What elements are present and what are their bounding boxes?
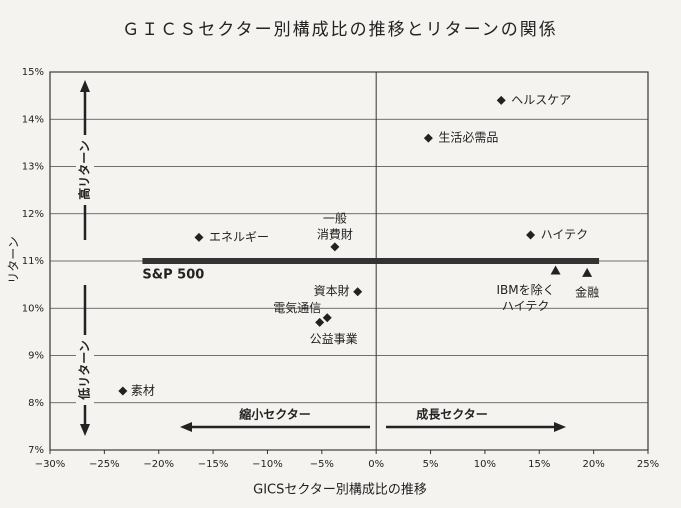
point-label: ハイテク <box>541 228 589 242</box>
point-label: 公益事業 <box>310 332 358 346</box>
y-tick-label: 7% <box>28 445 44 456</box>
chart-title: ＧＩＣＳセクター別構成比の推移とリターンの関係 <box>122 20 557 40</box>
point-label: 生活必需品 <box>438 131 498 145</box>
annotation-box <box>76 335 94 405</box>
point <box>315 317 325 327</box>
point-label: 消費財 <box>317 226 353 241</box>
point <box>353 287 363 297</box>
y-tick-label: 9% <box>28 351 44 362</box>
point <box>118 386 128 396</box>
x-tick-label: −5% <box>310 459 334 470</box>
y-tick-label: 11% <box>22 256 44 267</box>
point <box>330 242 340 252</box>
y-tick-label: 10% <box>22 303 44 314</box>
point <box>322 313 332 323</box>
y-tick-label: 8% <box>28 398 44 409</box>
y-tick-label: 13% <box>22 162 44 173</box>
point <box>550 265 561 275</box>
point-label: 資本財 <box>314 283 350 298</box>
point-label: ヘルスケア <box>511 93 571 107</box>
x-tick-label: 25% <box>637 459 659 470</box>
y-axis-label: リターン <box>7 236 21 283</box>
annotation: 低リターン <box>77 340 92 400</box>
annotation: 縮小セクター <box>239 407 311 422</box>
point <box>194 232 204 242</box>
x-tick-label: 5% <box>423 459 439 470</box>
point <box>526 230 536 240</box>
arrow-head <box>80 424 90 436</box>
point-label: IBMを除く <box>497 282 555 297</box>
x-axis-label: GICSセクター別構成比の推移 <box>253 483 427 498</box>
x-tick-label: 0% <box>368 459 384 470</box>
annotation-box <box>417 406 487 424</box>
annotation-box <box>76 135 94 205</box>
y-tick-label: 15% <box>22 67 44 78</box>
point-label: 金融 <box>575 284 599 299</box>
point <box>582 267 593 277</box>
point-label: 素材 <box>131 383 155 397</box>
arrow-head <box>80 80 90 92</box>
y-tick-label: 12% <box>22 209 44 220</box>
point-label: エネルギー <box>209 230 269 244</box>
point-label: ハイテク <box>502 299 550 313</box>
x-tick-label: −10% <box>252 459 283 470</box>
x-tick-label: −15% <box>198 459 229 470</box>
point-label: 電気通信 <box>273 300 321 315</box>
arrow-head <box>180 422 192 432</box>
y-tick-label: 14% <box>22 114 44 125</box>
annotation-box <box>240 406 310 424</box>
point-label: 一般 <box>323 210 347 225</box>
x-tick-label: 15% <box>528 459 550 470</box>
annotation: 高リターン <box>77 140 92 199</box>
point <box>496 95 506 105</box>
benchmark-label: S&P 500 <box>142 268 204 283</box>
arrow-head <box>554 422 566 432</box>
x-tick-label: −30% <box>35 459 66 470</box>
x-tick-label: −25% <box>89 459 120 470</box>
annotation: 成長セクター <box>416 407 488 422</box>
x-tick-label: 10% <box>474 459 496 470</box>
x-tick-label: 20% <box>583 459 605 470</box>
point <box>423 133 433 143</box>
x-tick-label: −20% <box>143 459 174 470</box>
